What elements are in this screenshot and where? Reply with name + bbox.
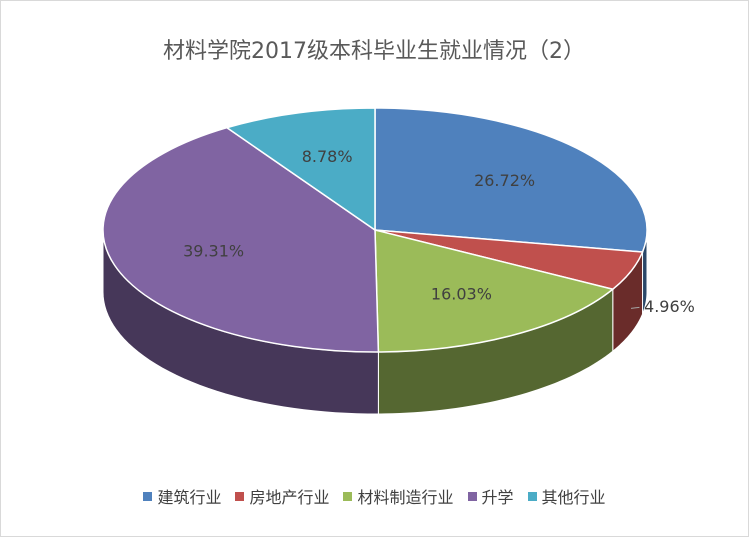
data-label: 26.72% xyxy=(474,171,535,190)
legend: 建筑行业 房地产行业 材料制造行业 升学 其他行业 xyxy=(0,484,749,508)
legend-item: 其他行业 xyxy=(527,484,606,508)
legend-label: 房地产行业 xyxy=(249,488,330,507)
legend-label: 材料制造行业 xyxy=(357,488,454,507)
data-label: 39.31% xyxy=(183,241,244,260)
slice xyxy=(102,126,380,353)
leader-line xyxy=(630,306,640,309)
legend-swatch xyxy=(467,491,477,501)
chart-title: 材料学院2017级本科毕业生就业情况（2） xyxy=(163,39,585,64)
legend-item: 材料制造行业 xyxy=(343,484,454,508)
slice xyxy=(374,229,615,353)
legend-swatch xyxy=(343,491,353,501)
data-label: 16.03% xyxy=(431,284,492,303)
legend-label: 建筑行业 xyxy=(157,488,222,507)
data-label: 8.78% xyxy=(302,147,353,166)
legend-swatch xyxy=(235,491,245,501)
data-label: 4.96% xyxy=(644,297,695,316)
legend-label: 其他行业 xyxy=(541,488,606,507)
legend-swatch xyxy=(143,491,153,501)
slice xyxy=(225,107,376,232)
legend-item: 建筑行业 xyxy=(143,484,221,508)
legend-label: 升学 xyxy=(481,488,514,507)
legend-swatch xyxy=(527,491,537,501)
legend-item: 房地产行业 xyxy=(235,484,329,508)
slice xyxy=(374,107,648,253)
legend-item: 升学 xyxy=(467,484,514,508)
